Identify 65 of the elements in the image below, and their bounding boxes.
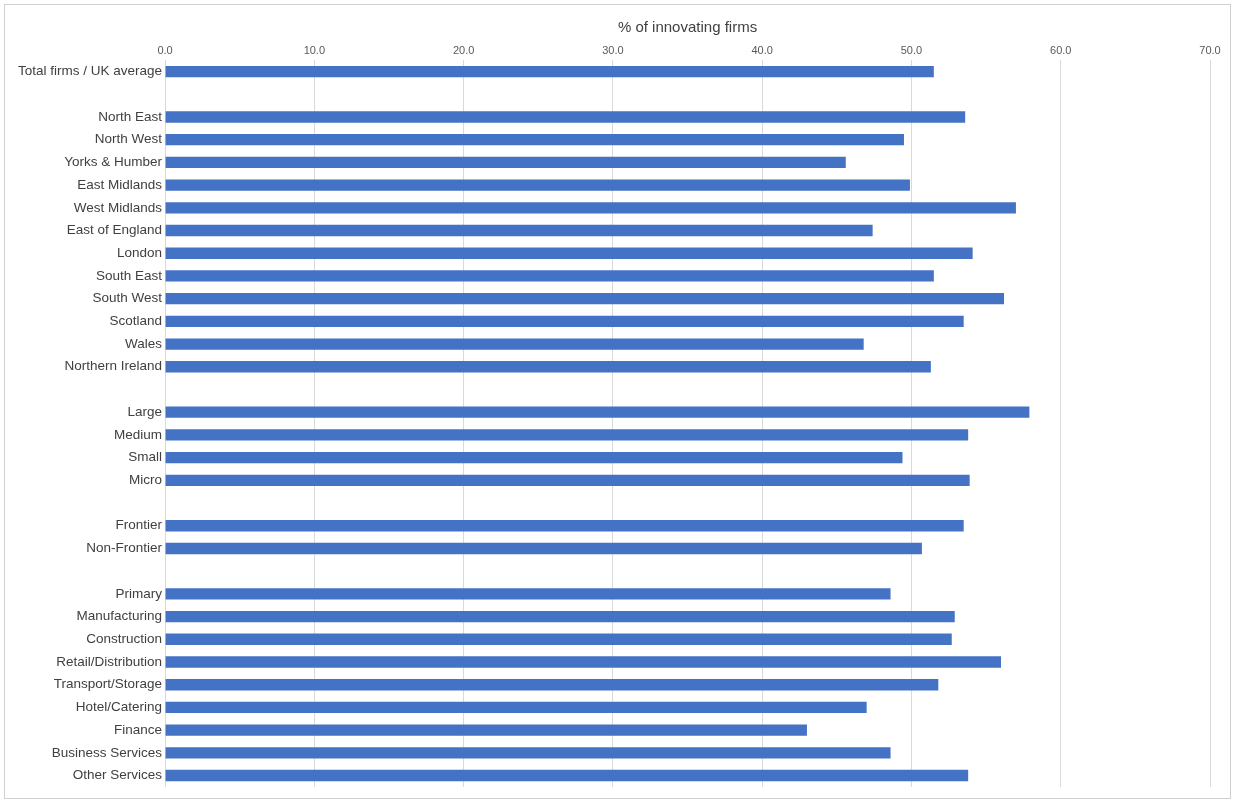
y-tick-label: Business Services — [51, 744, 163, 760]
x-tick-label: 30.0 — [602, 43, 624, 56]
y-tick-label: Construction — [86, 631, 163, 647]
bar — [165, 520, 964, 532]
x-tick-label: 60.0 — [1050, 43, 1072, 56]
bar — [165, 701, 867, 714]
y-tick-label: Retail/Distribution — [56, 653, 163, 669]
bar — [165, 429, 969, 441]
y-tick-label: Micro — [129, 472, 163, 488]
bar — [165, 202, 1016, 214]
bar — [165, 156, 846, 169]
x-tick-label: 50.0 — [900, 43, 923, 56]
bar — [165, 270, 934, 282]
y-tick-label: Scotland — [109, 313, 163, 329]
bar — [165, 338, 864, 350]
bar — [165, 179, 910, 191]
bar — [165, 656, 1002, 668]
y-tick-label: South West — [92, 290, 163, 306]
y-tick-label: Primary — [115, 585, 163, 601]
bar — [165, 292, 1004, 305]
bar — [165, 406, 1030, 418]
bar — [165, 588, 891, 600]
y-tick-label: Medium — [114, 426, 163, 442]
y-tick-label: Non-Frontier — [86, 540, 163, 556]
bar — [165, 134, 904, 146]
x-tick-label: 70.0 — [1199, 43, 1221, 56]
y-tick-label: Small — [128, 449, 163, 465]
bar — [165, 474, 970, 486]
y-tick-label: Northern Ireland — [64, 358, 163, 374]
y-tick-label: Hotel/Catering — [75, 699, 163, 715]
bar — [165, 542, 922, 555]
y-tick-label: Large — [127, 403, 163, 419]
bar — [165, 451, 903, 464]
y-tick-label: Yorks & Humber — [64, 154, 163, 170]
bar — [165, 724, 807, 736]
bar — [165, 633, 952, 645]
bar — [165, 747, 891, 759]
x-axis-title: % of innovating firms — [617, 18, 758, 36]
y-tick-label: Manufacturing — [76, 608, 163, 624]
bar — [165, 769, 969, 782]
bar — [165, 315, 964, 328]
y-tick-label: London — [116, 244, 163, 260]
bar — [165, 224, 873, 237]
y-tick-label: Transport/Storage — [53, 676, 163, 692]
y-tick-label: East Midlands — [77, 176, 163, 192]
x-tick-label: 0.0 — [157, 43, 173, 56]
y-tick-label: Total firms / UK average — [17, 63, 163, 79]
y-tick-label: Wales — [125, 335, 163, 351]
x-tick-label: 10.0 — [303, 43, 326, 56]
x-tick-label: 40.0 — [751, 43, 773, 56]
y-tick-label: North West — [94, 131, 163, 147]
y-tick-label: Finance — [114, 721, 163, 737]
bar — [165, 247, 973, 259]
y-tick-label: North East — [98, 108, 163, 124]
y-tick-label: Frontier — [115, 517, 163, 533]
y-tick-label: West Midlands — [73, 199, 163, 215]
bar — [165, 361, 931, 373]
y-tick-label: South East — [96, 267, 163, 283]
bar — [165, 111, 966, 123]
y-tick-label: Other Services — [72, 767, 163, 783]
y-tick-label: East of England — [66, 222, 163, 238]
x-tick-label: 20.0 — [452, 43, 475, 56]
bar — [165, 65, 934, 78]
bar — [165, 679, 939, 691]
bar — [165, 610, 955, 623]
